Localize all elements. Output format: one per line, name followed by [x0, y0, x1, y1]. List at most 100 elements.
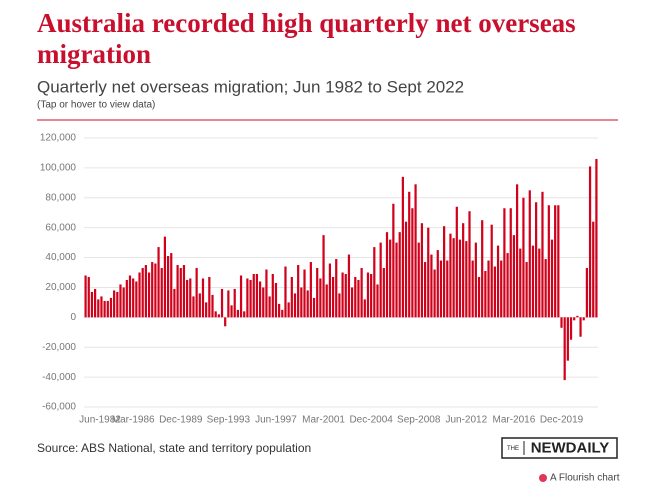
bar: [354, 276, 357, 318]
bar: [522, 197, 525, 318]
bar: [376, 284, 379, 318]
bar: [189, 278, 192, 318]
bar: [493, 266, 496, 318]
y-tick-label: 80,000: [45, 192, 76, 203]
x-tick-label: Mar-2016: [493, 415, 536, 426]
bar: [106, 300, 109, 318]
bar: [417, 242, 420, 318]
bar: [557, 205, 560, 318]
bar: [176, 265, 179, 318]
x-tick-label: Dec-2019: [540, 415, 584, 426]
bar: [322, 235, 325, 318]
y-tick-label: 100,000: [40, 163, 77, 174]
bar: [357, 279, 360, 318]
bar: [500, 260, 503, 318]
bar: [569, 317, 573, 340]
bar: [224, 317, 227, 327]
bar: [547, 205, 550, 318]
bar: [138, 272, 141, 318]
bar: [300, 287, 303, 318]
bar: [246, 278, 249, 318]
bar: [398, 232, 401, 318]
bar: [576, 315, 579, 318]
bar: [512, 235, 516, 318]
bar: [414, 184, 417, 318]
bar: [585, 268, 589, 318]
bar: [287, 302, 290, 318]
bar: [468, 211, 471, 318]
bar: [373, 247, 376, 318]
bar: [306, 290, 309, 318]
bar: [268, 296, 271, 318]
bar: [525, 262, 528, 318]
bar: [446, 260, 449, 318]
bar: [484, 271, 487, 318]
bar: [379, 242, 382, 318]
chart-note: (Tap or hover to view data): [37, 100, 155, 111]
x-tick-label: Mar-2001: [302, 415, 345, 426]
bar: [582, 317, 585, 321]
bar: [395, 242, 398, 318]
bar: [179, 268, 182, 318]
x-tick-label: Sep-2008: [397, 415, 441, 426]
bar: [592, 221, 595, 318]
bar: [243, 311, 246, 318]
bar: [360, 268, 363, 318]
bar: [382, 268, 385, 318]
bar: [430, 254, 433, 318]
y-tick-label: -20,000: [42, 342, 76, 353]
bar: [312, 297, 316, 318]
bar: [344, 273, 347, 318]
y-tick-label: 120,000: [40, 133, 77, 144]
bar: [198, 293, 201, 318]
bar: [293, 293, 297, 318]
bar: [201, 278, 205, 318]
bar: [331, 276, 335, 318]
bar: [195, 268, 198, 318]
bar: [214, 311, 217, 318]
bar: [487, 260, 490, 318]
x-tick-label: Dec-1989: [159, 415, 203, 426]
bar: [452, 238, 455, 318]
bar: [186, 279, 189, 318]
bar: [297, 265, 300, 318]
bar: [119, 284, 122, 318]
bar: [436, 250, 439, 318]
chart-title: Australia recorded high quarterly net ov…: [37, 8, 576, 38]
x-tick-label: Mar-1986: [112, 415, 155, 426]
bar: [328, 263, 332, 318]
x-tick-label: Dec-2004: [349, 415, 393, 426]
bar: [538, 248, 541, 318]
bar: [335, 259, 338, 318]
bar: [182, 265, 186, 318]
x-tick-label: Sep-1993: [207, 415, 251, 426]
bar: [560, 317, 563, 328]
bar: [233, 288, 236, 318]
bar: [458, 239, 462, 318]
y-tick-label: 40,000: [45, 252, 76, 263]
bar: [265, 269, 268, 318]
bar: [141, 268, 144, 318]
y-tick-label: -60,000: [42, 402, 76, 413]
bar: [471, 260, 474, 318]
bar: [128, 275, 132, 318]
bar: [531, 245, 535, 318]
flourish-credit[interactable]: A Flourish chart: [550, 473, 620, 484]
bar: [449, 233, 452, 318]
bar: [404, 221, 408, 318]
bar: [443, 226, 446, 318]
bar: [563, 317, 566, 381]
bar: [474, 242, 477, 318]
bar: [249, 279, 252, 318]
bar: [519, 248, 522, 318]
bar: [490, 224, 493, 318]
bar: [217, 314, 220, 318]
bar: [220, 288, 224, 318]
bar: [87, 276, 90, 318]
bar: [309, 262, 312, 318]
bar: [541, 191, 544, 318]
bar: [496, 245, 500, 318]
bar: [595, 158, 598, 318]
bar: [341, 272, 344, 318]
bar: [573, 317, 576, 321]
